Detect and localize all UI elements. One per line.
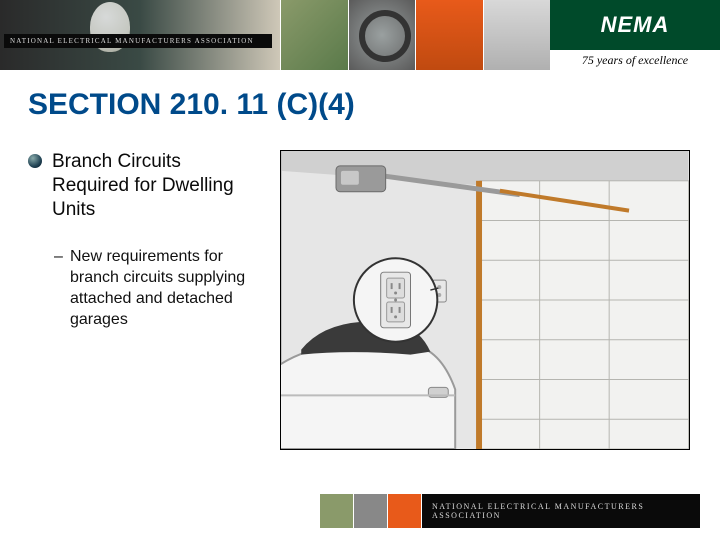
footer-swatch	[320, 494, 354, 528]
bullet-level2: New requirements for branch circuits sup…	[28, 247, 248, 330]
header-swatch	[483, 0, 551, 70]
header-band: NATIONAL ELECTRICAL MANUFACTURERS ASSOCI…	[0, 0, 720, 70]
header-photo-strip: NATIONAL ELECTRICAL MANUFACTURERS ASSOCI…	[0, 0, 280, 70]
footer-band: NATIONAL ELECTRICAL MANUFACTURERS ASSOCI…	[320, 494, 700, 528]
header-swatch	[280, 0, 348, 70]
bullet-list: Branch Circuits Required for Dwelling Un…	[28, 150, 248, 330]
assoc-bar-bottom: NATIONAL ELECTRICAL MANUFACTURERS ASSOCI…	[422, 494, 700, 528]
bullet-level1: Branch Circuits Required for Dwelling Un…	[28, 150, 248, 221]
footer-swatch	[354, 494, 388, 528]
header-swatch	[348, 0, 416, 70]
garage-svg	[281, 151, 689, 449]
logo-box: NEMA	[550, 0, 720, 50]
footer-swatch	[388, 494, 422, 528]
slide-title: SECTION 210. 11 (C)(4)	[28, 88, 355, 122]
header-swatches	[280, 0, 550, 70]
garage-illustration	[280, 150, 690, 450]
header-swatch	[415, 0, 483, 70]
header-logo-block: NEMA 75 years of excellence	[550, 0, 720, 70]
assoc-bar-top: NATIONAL ELECTRICAL MANUFACTURERS ASSOCI…	[4, 34, 272, 48]
tagline: 75 years of excellence	[550, 50, 720, 70]
logo-text: NEMA	[601, 12, 670, 38]
